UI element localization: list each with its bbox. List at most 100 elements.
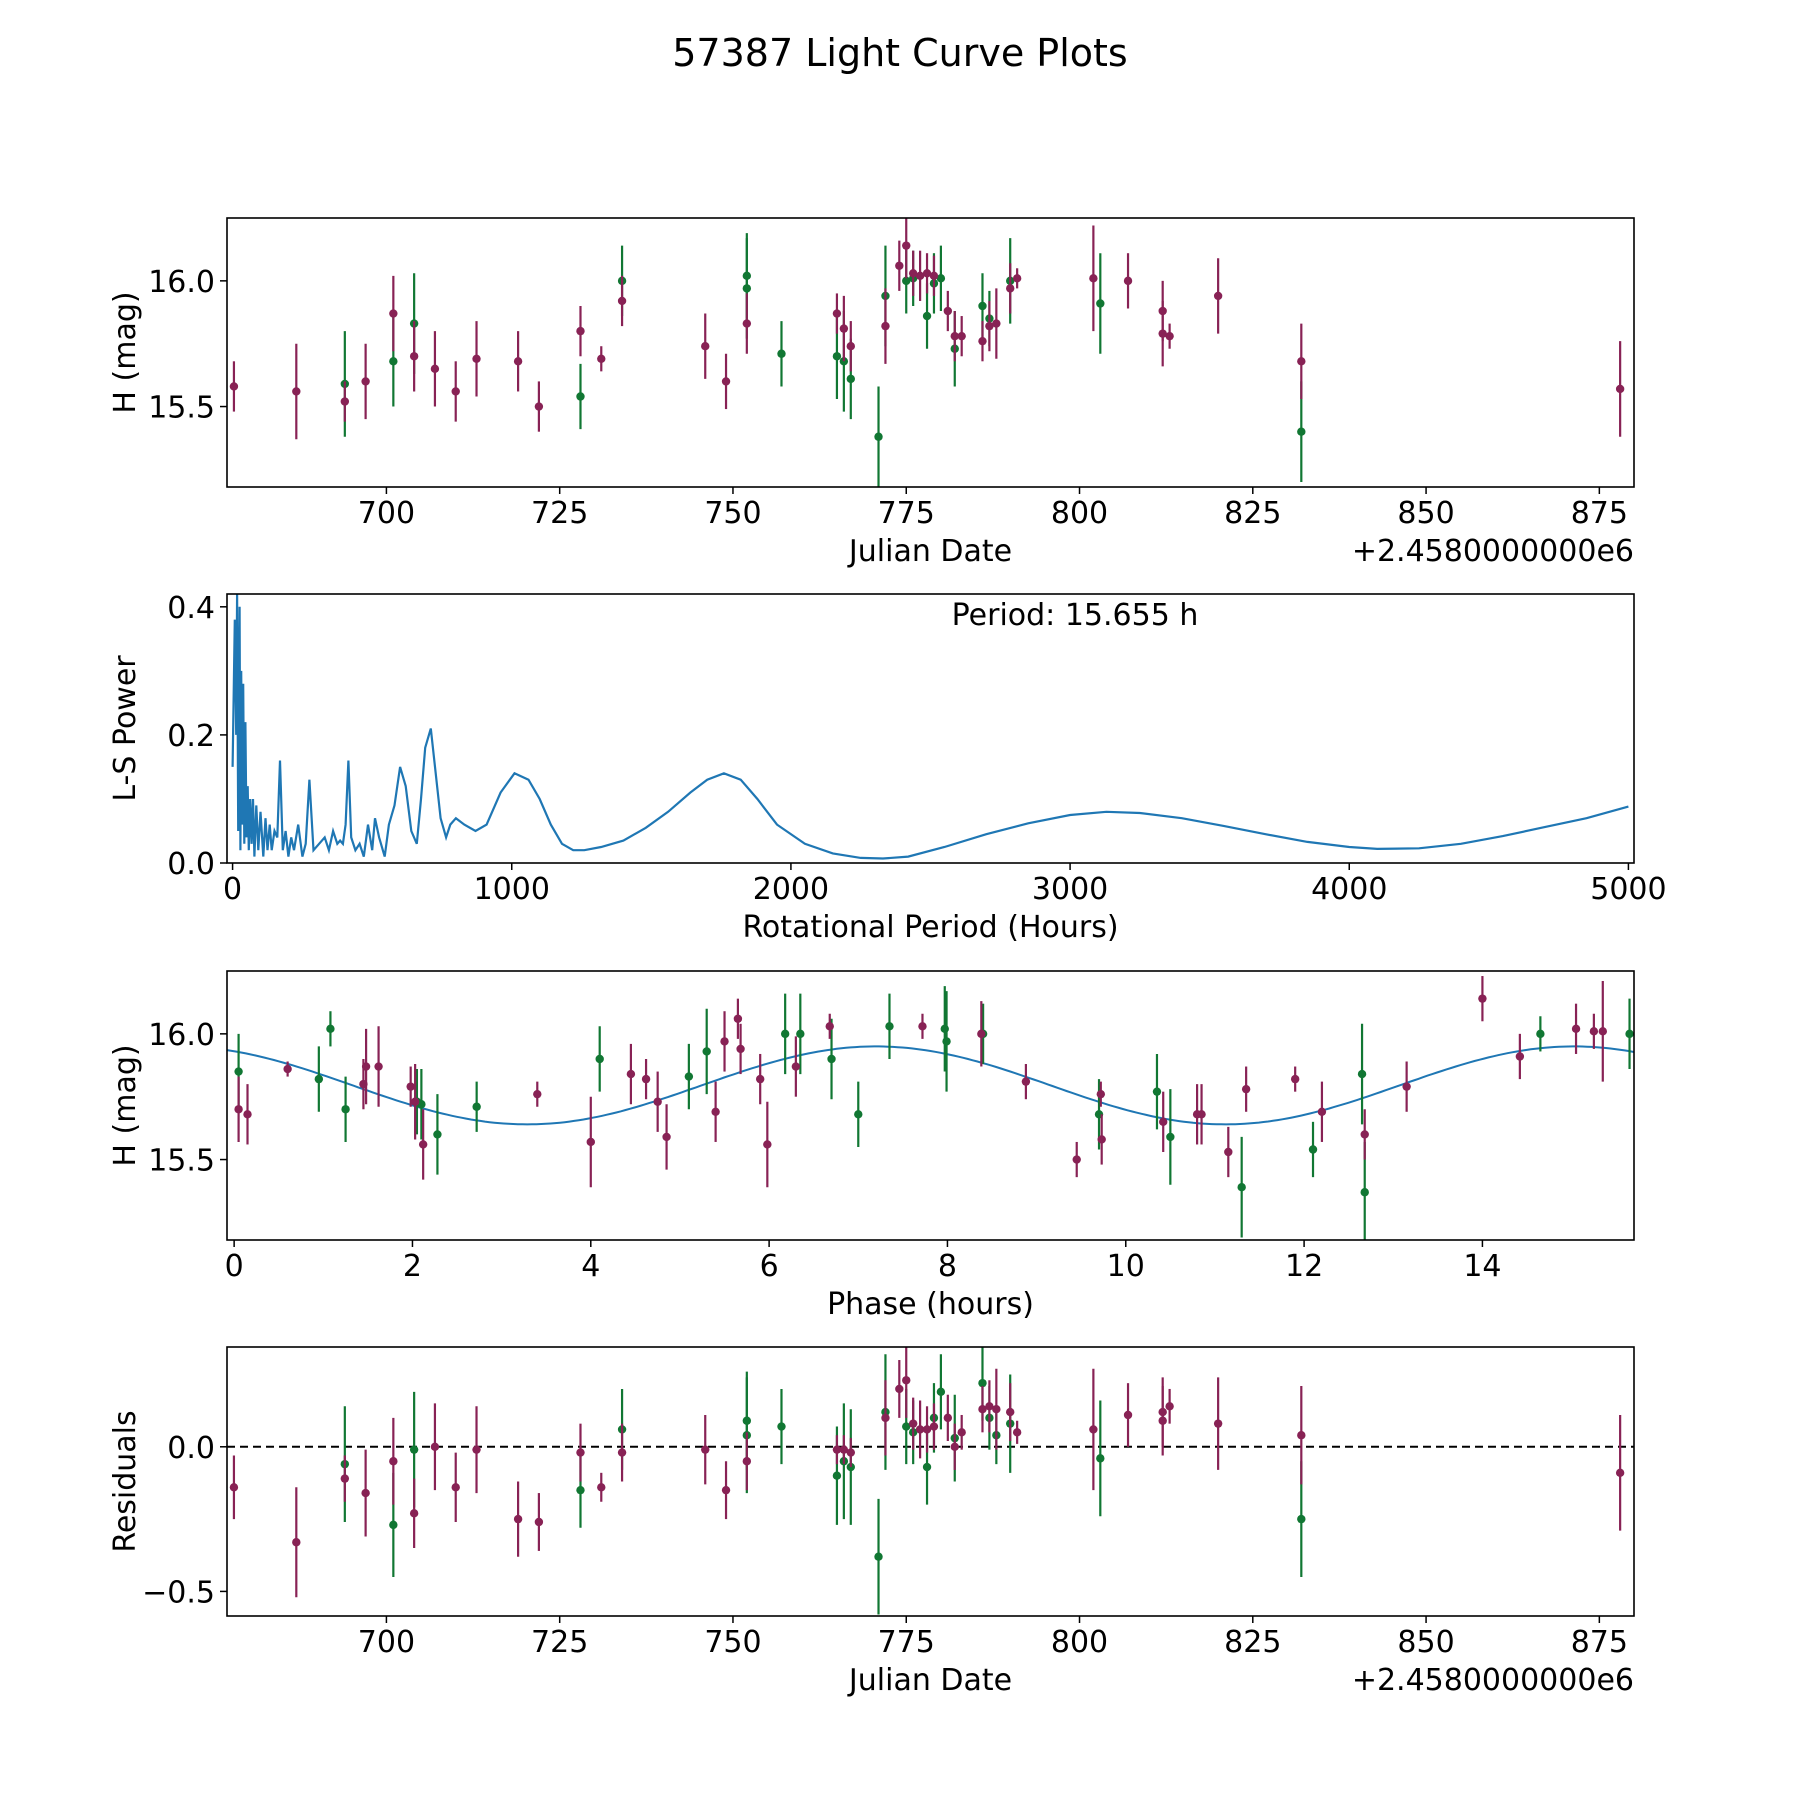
data-point-magenta — [361, 1488, 370, 1498]
data-point-magenta — [229, 1483, 239, 1492]
data-point-magenta — [1123, 1410, 1133, 1420]
data-point-magenta — [985, 321, 994, 331]
data-point-magenta — [791, 1062, 801, 1071]
data-point-magenta — [950, 331, 959, 341]
data-point-magenta — [881, 321, 890, 331]
data-point-magenta — [626, 1069, 636, 1079]
data-point-magenta — [1006, 1407, 1015, 1417]
x-tick-label: 825 — [1224, 496, 1281, 531]
data-point-magenta — [451, 387, 460, 396]
data-point-green — [326, 1024, 335, 1034]
x-axis-label: Julian Date — [847, 1663, 1012, 1698]
x-tick-label: 0 — [225, 1249, 244, 1284]
data-point-magenta — [409, 1509, 419, 1518]
data-point-green — [1096, 1454, 1105, 1463]
y-tick-label: 15.5 — [148, 1144, 215, 1179]
periodogram-line — [231, 594, 1629, 860]
data-point-magenta — [1012, 1428, 1022, 1437]
data-point-magenta — [1097, 1135, 1106, 1144]
data-point-magenta — [902, 1376, 911, 1385]
x-tick-label: 875 — [1571, 496, 1628, 531]
data-point-magenta — [929, 271, 939, 281]
data-point-magenta — [895, 1384, 904, 1394]
data-point-magenta — [701, 342, 710, 351]
data-point-magenta — [1213, 291, 1223, 301]
data-point-magenta — [1598, 1027, 1607, 1036]
data-point-magenta — [533, 1089, 542, 1099]
x-tick-label: 775 — [878, 496, 935, 531]
data-point-green — [796, 1029, 805, 1039]
data-point-green — [902, 276, 911, 286]
data-point-magenta — [1089, 1425, 1098, 1434]
data-point-green — [1297, 1514, 1306, 1524]
data-point-green — [742, 271, 752, 281]
data-point-green — [1625, 1029, 1634, 1039]
data-point-green — [389, 1520, 398, 1530]
data-point-magenta — [234, 1105, 243, 1114]
axes-frame — [226, 593, 1635, 864]
data-point-magenta — [576, 1448, 585, 1457]
data-point-green — [978, 1378, 987, 1388]
data-point-magenta — [292, 387, 301, 396]
data-point-magenta — [534, 402, 544, 411]
data-point-magenta — [985, 1402, 994, 1411]
data-point-magenta — [832, 309, 842, 318]
data-point-green — [827, 1054, 836, 1064]
data-point-green — [684, 1072, 694, 1081]
data-point-magenta — [895, 261, 904, 270]
data-point-magenta — [929, 1422, 939, 1431]
data-point-magenta — [340, 1474, 350, 1483]
data-point-magenta — [430, 1442, 440, 1451]
data-point-green — [341, 1105, 350, 1114]
data-point-magenta — [721, 1485, 731, 1495]
data-point-magenta — [701, 1445, 710, 1454]
x-tick-label: 725 — [531, 496, 588, 531]
axes-frame — [226, 1346, 1635, 1617]
data-point-green — [846, 374, 855, 384]
data-point-magenta — [1224, 1147, 1233, 1157]
data-point-magenta — [1159, 1117, 1168, 1127]
data-point-green — [1357, 1069, 1367, 1079]
data-point-green — [922, 311, 932, 321]
data-point-magenta — [1158, 1407, 1167, 1417]
data-point-green — [234, 1067, 243, 1076]
data-point-magenta — [361, 1062, 371, 1071]
data-point-magenta — [1096, 1089, 1106, 1099]
data-point-magenta — [1290, 1074, 1300, 1084]
x-tick-label: 750 — [704, 496, 761, 531]
data-point-magenta — [597, 354, 606, 363]
plot-area — [227, 1347, 1634, 1615]
data-point-green — [942, 1037, 951, 1046]
data-point-magenta — [534, 1517, 544, 1527]
data-point-magenta — [915, 271, 925, 281]
data-point-magenta — [410, 1097, 420, 1106]
data-point-green — [576, 1485, 585, 1495]
data-point-magenta — [902, 241, 911, 250]
data-point-green — [314, 1074, 324, 1084]
x-tick-label: 850 — [1397, 1625, 1454, 1660]
data-point-green — [433, 1130, 442, 1139]
x-axis-label: Rotational Period (Hours) — [742, 910, 1118, 945]
y-tick-label: 0.2 — [167, 719, 215, 754]
data-point-magenta — [957, 331, 966, 341]
data-point-magenta — [922, 269, 932, 278]
data-point-magenta — [617, 1448, 627, 1457]
data-point-magenta — [839, 1445, 849, 1454]
data-point-magenta — [617, 296, 627, 306]
plot-area — [231, 594, 1629, 860]
data-point-magenta — [586, 1137, 595, 1147]
data-point-magenta — [1317, 1107, 1327, 1116]
data-point-magenta — [662, 1132, 671, 1142]
data-point-green — [595, 1054, 604, 1064]
data-point-magenta — [908, 269, 918, 278]
data-point-green — [576, 392, 585, 401]
data-point-green — [1166, 1132, 1175, 1142]
x-tick-label: 3000 — [1032, 872, 1108, 907]
data-point-green — [1536, 1029, 1545, 1039]
data-point-magenta — [742, 319, 752, 328]
plot-area — [229, 218, 1625, 487]
y-axis-label: Residuals — [108, 1410, 143, 1552]
x-tick-label: 6 — [760, 1249, 779, 1284]
x-tick-label: 2000 — [753, 872, 829, 907]
data-point-magenta — [1297, 1431, 1306, 1440]
